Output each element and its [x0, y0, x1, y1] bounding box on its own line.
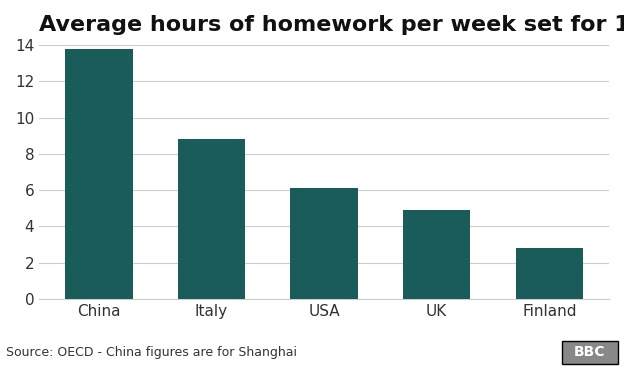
Text: Source: OECD - China figures are for Shanghai: Source: OECD - China figures are for Sha…: [6, 346, 297, 359]
Text: Average hours of homework per week set for 15 year olds: Average hours of homework per week set f…: [39, 15, 624, 35]
Text: BBC: BBC: [574, 345, 605, 359]
Bar: [65, 48, 132, 299]
Bar: [290, 188, 358, 299]
Bar: [403, 210, 470, 299]
Bar: [178, 139, 245, 299]
FancyBboxPatch shape: [562, 341, 618, 364]
Bar: [515, 248, 583, 299]
